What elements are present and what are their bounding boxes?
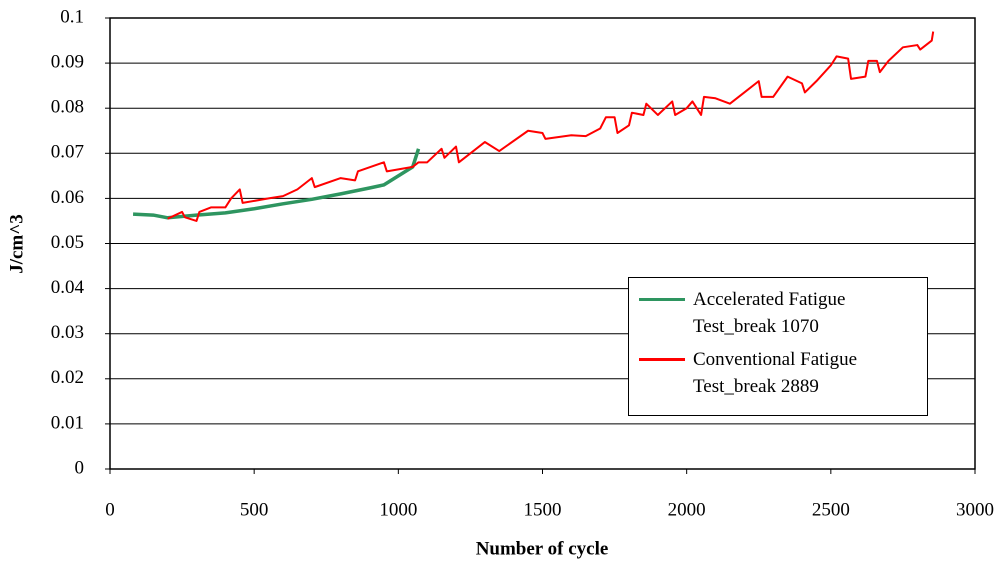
y-tick-label: 0.01 bbox=[51, 412, 84, 433]
y-tick-label: 0.1 bbox=[60, 6, 84, 27]
y-tick-label: 0.03 bbox=[51, 322, 84, 343]
series-line bbox=[132, 148, 421, 220]
y-tick-label: 0 bbox=[75, 457, 85, 478]
x-tick-label: 3000 bbox=[956, 499, 994, 520]
y-tick-label: 0.08 bbox=[51, 97, 84, 118]
series-line bbox=[167, 31, 935, 222]
x-tick-label: 500 bbox=[240, 499, 269, 520]
legend-swatch bbox=[639, 298, 685, 301]
legend-label: Accelerated Fatigue Test_break 1070 bbox=[693, 289, 846, 337]
x-tick-label: 0 bbox=[105, 499, 115, 520]
y-axis-label: J/cm^3 bbox=[6, 214, 27, 274]
y-tick-label: 0.04 bbox=[51, 277, 85, 298]
y-tick-label: 0.07 bbox=[51, 142, 84, 163]
legend-item: Conventional Fatigue Test_break 2889 bbox=[635, 346, 921, 400]
y-tick-label: 0.05 bbox=[51, 232, 84, 253]
y-tick-label: 0.02 bbox=[51, 367, 84, 388]
x-tick-label: 2500 bbox=[812, 499, 850, 520]
legend: Accelerated Fatigue Test_break 1070 Conve… bbox=[628, 277, 928, 416]
y-tick-label: 0.09 bbox=[51, 51, 84, 72]
legend-swatch bbox=[639, 358, 685, 361]
x-axis-label: Number of cycle bbox=[476, 538, 609, 559]
y-tick-label: 0.06 bbox=[51, 187, 84, 208]
legend-item: Accelerated Fatigue Test_break 1070 bbox=[635, 286, 921, 340]
x-tick-label: 2000 bbox=[668, 499, 706, 520]
plot-frame bbox=[109, 17, 976, 470]
legend-label: Conventional Fatigue Test_break 2889 bbox=[693, 349, 858, 397]
x-tick-label: 1500 bbox=[524, 499, 562, 520]
x-tick-label: 1000 bbox=[379, 499, 417, 520]
